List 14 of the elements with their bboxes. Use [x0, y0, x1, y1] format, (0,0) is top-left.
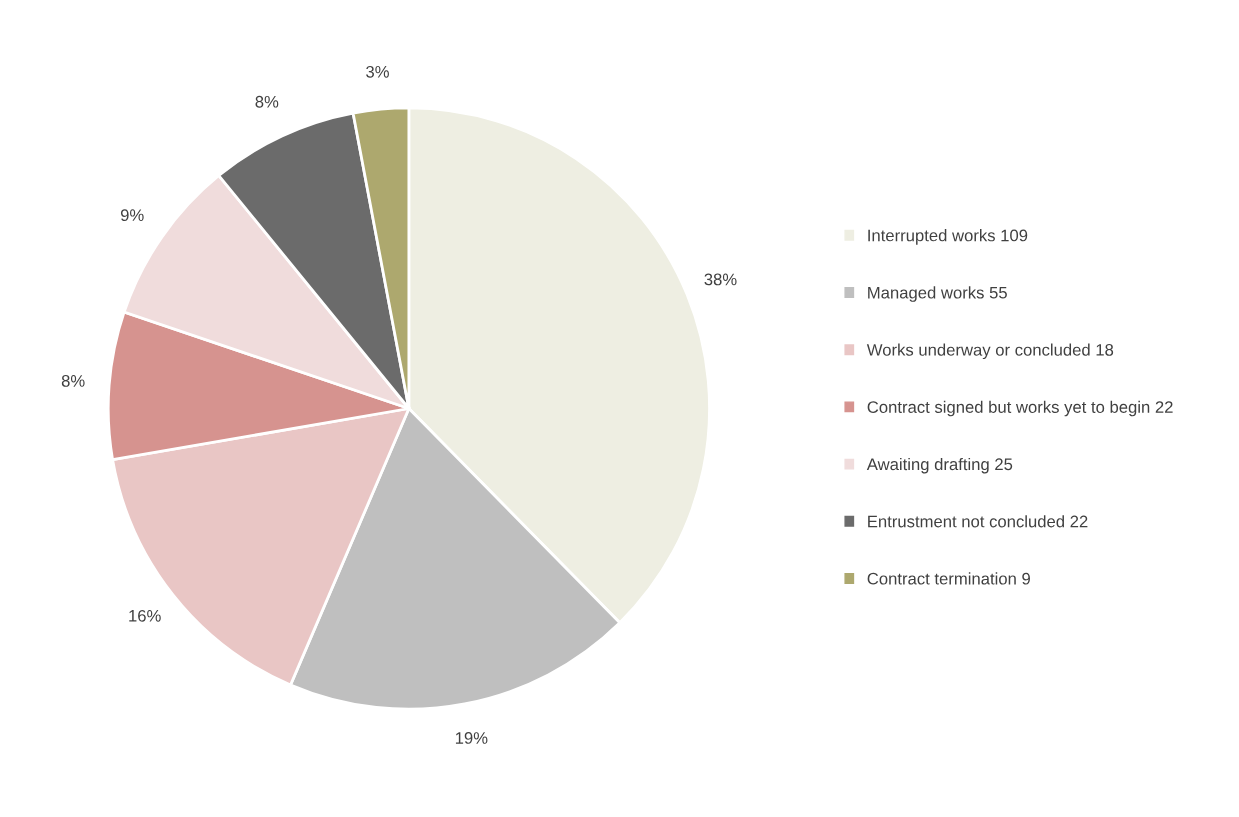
data-label: 8%: [61, 375, 85, 387]
legend-label: Works underway or concluded 18: [866, 343, 1114, 360]
data-label: 16%: [129, 609, 161, 622]
data-label: 9%: [120, 209, 144, 222]
data-label: 3%: [366, 65, 389, 78]
legend-label: Entrustment not concluded 22: [868, 515, 1088, 528]
data-label: 19%: [455, 732, 488, 744]
legend-label: Managed works 55: [868, 286, 1007, 302]
legend-label: Awaiting drafting 25: [866, 457, 1013, 474]
legend-label: Contract signed but works yet to begin 22: [867, 400, 1173, 417]
legend-label: Contract termination 9: [867, 572, 1030, 585]
data-label: 8%: [255, 95, 279, 108]
legend-label: Interrupted works 109: [868, 229, 1028, 245]
data-label: 38%: [704, 273, 737, 286]
